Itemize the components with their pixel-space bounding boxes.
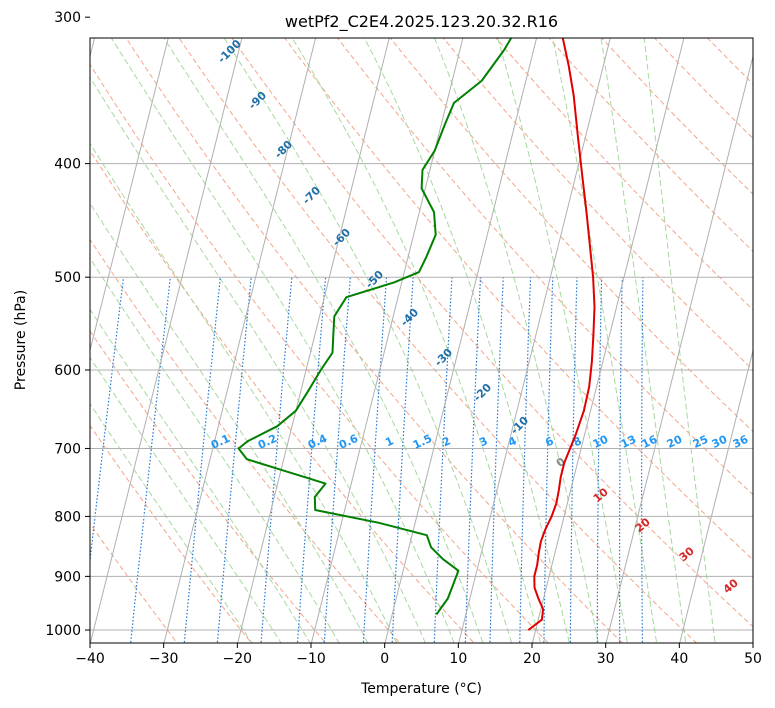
moist-adiabat-line xyxy=(90,257,340,643)
mixing-ratio-line xyxy=(543,277,554,643)
dry-adiabat-line xyxy=(125,38,624,643)
mixing-ratio-line xyxy=(596,277,603,643)
x-tick-label: 40 xyxy=(670,651,688,667)
x-tick-label: 10 xyxy=(449,651,467,667)
moist-adiabat-line xyxy=(90,76,426,643)
isotherm-line xyxy=(90,38,96,59)
moist-adiabat-line xyxy=(433,38,599,643)
isotherm-line xyxy=(679,348,753,643)
background-lines xyxy=(90,38,753,643)
y-tick-label: 900 xyxy=(54,569,81,585)
mixing-ratio-label: 25 xyxy=(691,433,710,451)
isotherm-line xyxy=(163,38,317,643)
x-tick-label: 30 xyxy=(597,651,615,667)
moist-adiabat-line xyxy=(90,308,311,643)
moist-adiabat-line xyxy=(163,38,484,643)
plot-frame xyxy=(89,37,754,644)
isotherm-line xyxy=(90,38,169,353)
plot-area xyxy=(90,38,753,643)
moist-adiabat-line xyxy=(552,38,658,643)
x-tick-label: 0 xyxy=(380,651,389,667)
y-tick-label: 600 xyxy=(54,363,81,379)
isotherm-line xyxy=(310,38,464,643)
chart-title: wetPf2_C2E4.2025.123.20.32.R16 xyxy=(285,12,558,32)
mixing-ratio-label: 36 xyxy=(731,433,751,451)
x-tick-label: −20 xyxy=(223,651,253,667)
isotherm-line xyxy=(90,38,243,643)
y-tick-label: 500 xyxy=(54,270,81,286)
dry-adiabat-line xyxy=(90,238,401,643)
moist-adiabat-line xyxy=(90,202,369,643)
y-tick-label: 700 xyxy=(54,441,81,457)
moist-adiabat-line xyxy=(90,356,282,643)
y-axis-title: Pressure (hPa) xyxy=(13,290,29,390)
moist-adiabat-line xyxy=(223,38,513,643)
profile-lines xyxy=(237,38,596,631)
moist-adiabat-line xyxy=(110,38,455,643)
isotherm-line xyxy=(237,38,390,643)
y-tick-label: 400 xyxy=(54,157,81,173)
mixing-ratio-label: 20 xyxy=(665,433,685,451)
mixing-ratio-line xyxy=(641,277,644,643)
moist-adiabat-line xyxy=(497,38,628,643)
moist-adiabat-line xyxy=(600,38,687,643)
mixing-ratio-line xyxy=(519,277,532,643)
mixing-ratio-line xyxy=(391,277,414,643)
dewpoint-profile-line xyxy=(237,38,513,616)
moist-adiabat-line xyxy=(291,38,542,643)
temperature-profile-line xyxy=(527,38,596,631)
mixing-ratio-line xyxy=(433,277,453,643)
isotherm-line xyxy=(605,54,753,643)
x-tick-label: −40 xyxy=(75,651,105,667)
mixing-ratio-line xyxy=(489,277,504,643)
x-tick-label: 50 xyxy=(744,651,762,667)
moist-adiabat-line xyxy=(90,142,398,643)
x-tick-label: −30 xyxy=(149,651,179,667)
moist-adiabat-line xyxy=(90,402,253,643)
y-tick-label: 300 xyxy=(54,10,81,26)
mixing-ratio-label: 16 xyxy=(640,433,660,451)
mixing-ratio-line xyxy=(569,277,578,643)
isotherm-line xyxy=(531,38,685,643)
mixing-ratio-label: 13 xyxy=(619,433,638,451)
y-tick-label: 800 xyxy=(54,509,81,525)
y-tick-label: 1000 xyxy=(45,623,81,639)
isotherm-line xyxy=(384,38,538,643)
mixing-ratio-line xyxy=(619,277,623,643)
mixing-ratio-label: 10 xyxy=(591,433,611,451)
x-tick-label: −10 xyxy=(296,651,326,667)
mixing-ratio-label: 30 xyxy=(710,433,730,451)
axes: −40 −30 −20 −10 0 10 20 30 40 50 1000 900 800 700 600 5… xyxy=(45,10,762,667)
x-tick-label: 20 xyxy=(523,651,541,667)
x-axis-title: Temperature (°C) xyxy=(360,681,482,697)
isotherm-line xyxy=(458,38,611,643)
